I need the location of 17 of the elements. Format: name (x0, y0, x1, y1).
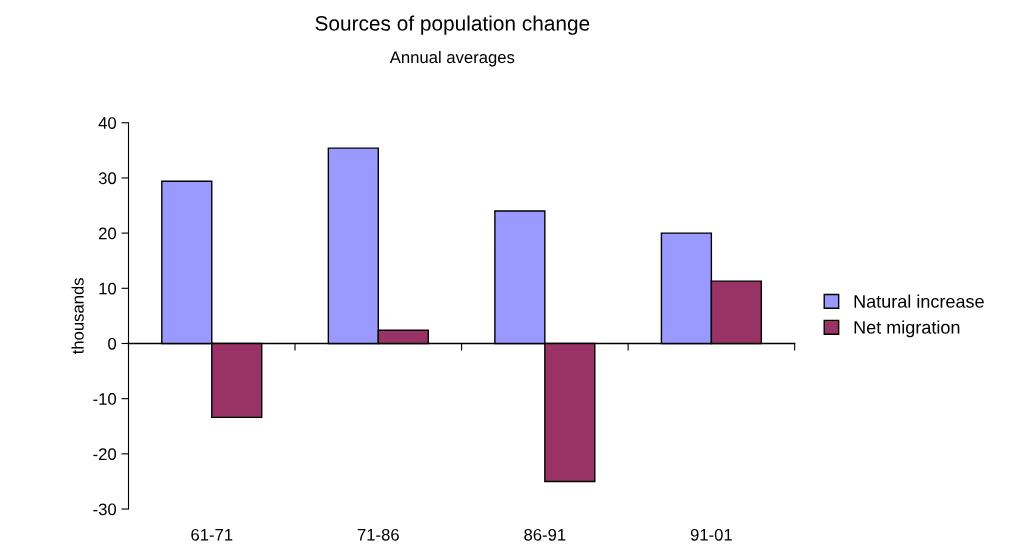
chart-subtitle: Annual averages (389, 50, 515, 67)
chart-title: Sources of population change (315, 15, 590, 35)
x-tick-label: 61-71 (191, 528, 233, 541)
x-tick-label: 86-91 (524, 528, 566, 541)
y-tick-label: 0 (108, 337, 117, 350)
y-tick-label: -20 (93, 448, 117, 461)
y-tick-label: 10 (99, 282, 117, 295)
y-tick-label: 40 (98, 117, 117, 129)
x-tick-label: 71-86 (357, 528, 399, 541)
x-tick-label: 91-01 (690, 528, 732, 541)
y-axis-title: thousands (71, 278, 84, 355)
legend-label: Natural increase (854, 294, 984, 308)
y-tick-label: -30 (93, 503, 117, 516)
y-tick-label: -10 (93, 393, 117, 405)
y-tick-label: 30 (98, 172, 117, 185)
y-tick-label: 20 (99, 227, 117, 240)
legend-label: Net migration (854, 320, 960, 338)
